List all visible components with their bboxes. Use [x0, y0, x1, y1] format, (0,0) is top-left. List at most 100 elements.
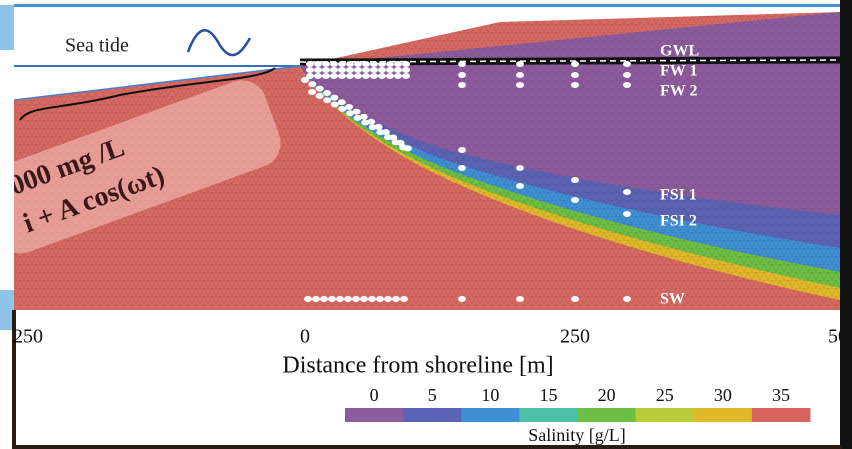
sensor-dot — [516, 82, 524, 88]
sensor-dot — [368, 296, 376, 302]
colorbar-tick-label: 30 — [714, 385, 732, 405]
sensor-dot — [312, 296, 320, 302]
sensor-dot — [378, 61, 386, 67]
sensor-dot — [571, 197, 579, 203]
sensor-dot — [344, 296, 352, 302]
colorbar-label: Salinity [g/L] — [528, 425, 626, 445]
sensor-dot — [386, 61, 394, 67]
sensor-dot — [458, 165, 466, 171]
sensor-dot — [328, 296, 336, 302]
sensor-dot — [354, 73, 362, 79]
sensor-dot — [384, 134, 392, 140]
sensor-dot — [458, 147, 466, 153]
sensor-dot — [301, 77, 309, 83]
sensor-dot — [394, 67, 402, 73]
sensor-dot — [516, 296, 524, 302]
colorbar-segment — [752, 408, 811, 422]
sensor-dot — [516, 165, 524, 171]
colorbar-tick-label: 0 — [370, 385, 379, 405]
sensor-dot — [354, 115, 362, 121]
sensor-dot — [331, 101, 339, 107]
sensor-dot — [330, 61, 338, 67]
sensor-dot — [392, 139, 400, 145]
sensor-dot — [458, 82, 466, 88]
sensor-dot — [338, 67, 346, 73]
sensor-dot — [316, 93, 324, 99]
sensor-dot — [304, 296, 312, 302]
figure: 000 mg /L i + A cos(ωt) Sea tide Distanc… — [0, 0, 852, 449]
sensor-dot — [320, 296, 328, 302]
colorbar-tick-label: 15 — [539, 385, 557, 405]
sensor-dot — [346, 110, 354, 116]
sensor-dot — [623, 72, 631, 78]
sensor-dot — [316, 86, 324, 92]
colorbar-segment — [636, 408, 695, 422]
sensor-dot — [386, 67, 394, 73]
sensor-dot — [516, 183, 524, 189]
sensor-dot — [330, 95, 338, 101]
sensor-dot — [394, 61, 402, 67]
sensor-dot — [400, 296, 408, 302]
sensor-dot — [362, 67, 370, 73]
sensor-dot — [354, 67, 362, 73]
sensor-dot — [338, 61, 346, 67]
sensor-dot — [458, 296, 466, 302]
sensor-dot — [386, 73, 394, 79]
sensor-dot — [376, 296, 384, 302]
sensor-dot — [623, 82, 631, 88]
sensor-dot — [571, 177, 579, 183]
sensor-dot — [338, 73, 346, 79]
sensor-dot — [352, 296, 360, 302]
sensor-dot — [336, 296, 344, 302]
colorbar-segment — [345, 408, 404, 422]
colorbar-tick-label: 25 — [656, 385, 674, 405]
sensor-label: GWL — [660, 43, 699, 60]
sensor-dot — [399, 144, 407, 150]
sensor-dot — [346, 73, 354, 79]
sensor-dot — [314, 67, 322, 73]
sensor-dot — [308, 81, 316, 87]
sensor-dot — [354, 61, 362, 67]
sensor-dot — [362, 61, 370, 67]
sensor-dot — [338, 99, 346, 105]
sensor-dot — [322, 67, 330, 73]
sensor-dot — [571, 82, 579, 88]
sensor-dot — [384, 296, 392, 302]
bottom-border — [12, 445, 842, 449]
sensor-dot — [623, 189, 631, 195]
colorbar-tick-label: 20 — [598, 385, 616, 405]
colorbar-tick-label: 35 — [772, 385, 790, 405]
sensor-dot — [338, 106, 346, 112]
sensor-dot — [360, 296, 368, 302]
sensor-dot — [623, 296, 631, 302]
x-tick-label: 250 — [560, 326, 590, 348]
top-border — [14, 4, 844, 7]
sensor-dot — [370, 61, 378, 67]
sea-label: Sea tide — [65, 35, 129, 57]
colorbar-tick-label: 5 — [428, 385, 437, 405]
sensor-dot — [394, 73, 402, 79]
x-tick-label: 0 — [300, 326, 310, 348]
sensor-dot — [330, 67, 338, 73]
x-tick-label: 250 — [13, 326, 43, 348]
sensor-dot — [322, 73, 330, 79]
sensor-dot — [369, 124, 377, 130]
sensor-dot — [623, 211, 631, 217]
sensor-dot — [370, 67, 378, 73]
sensor-dot — [323, 97, 331, 103]
colorbar-tick-label: 10 — [481, 385, 499, 405]
sensor-label: SW — [660, 291, 685, 308]
colorbar-segment — [403, 408, 462, 422]
colorbar-segment — [519, 408, 578, 422]
sensor-dot — [458, 72, 466, 78]
sensor-dot — [516, 72, 524, 78]
sensor-dot — [306, 67, 314, 73]
sensor-dot — [306, 61, 314, 67]
sensor-dot — [623, 61, 631, 67]
x-tick-label: 50 — [828, 326, 848, 348]
sensor-dot — [378, 67, 386, 73]
sensor-dot — [516, 61, 524, 67]
sensor-dot — [378, 73, 386, 79]
colorbar-segment — [461, 408, 520, 422]
page: {"panel": {"sea_label": "Sea tide", "bou… — [0, 0, 852, 449]
